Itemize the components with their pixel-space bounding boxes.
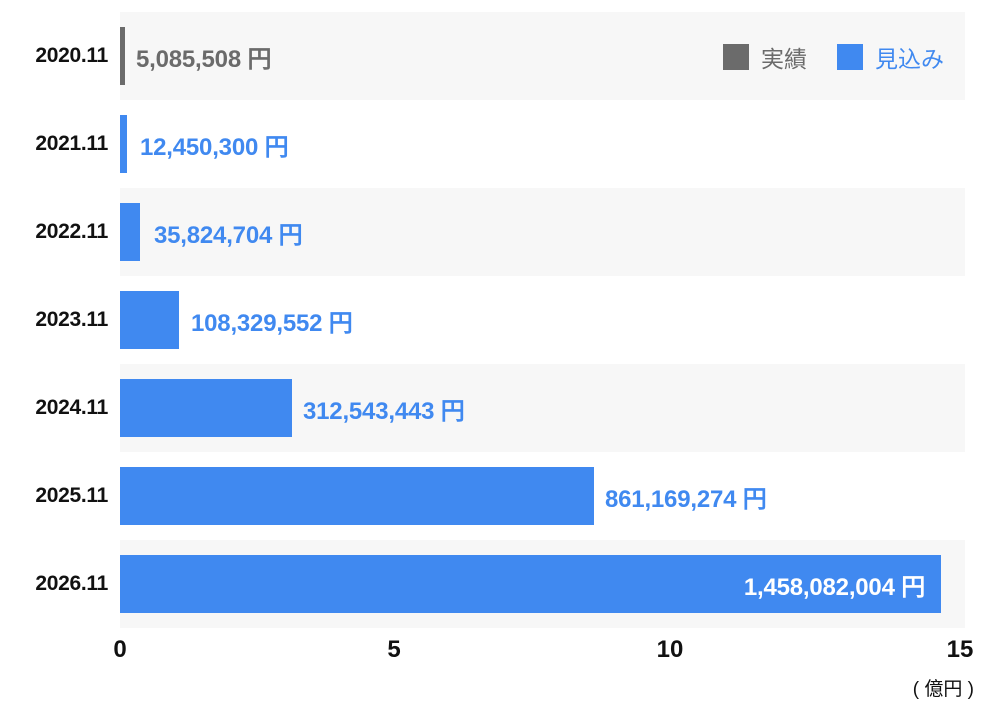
x-axis: 0 5 10 15 ( 億円 ) (0, 630, 1000, 707)
category-label: 2025.11 (35, 484, 108, 507)
bar-forecast[interactable] (120, 203, 140, 261)
plot-area: 実績 見込み 2020.11 5,085,508 円 2021.11 12,45… (0, 12, 1000, 628)
bar-actual[interactable] (120, 27, 125, 85)
row-band (120, 188, 965, 276)
legend-item-actual[interactable]: 実績 (723, 40, 807, 74)
bar-forecast[interactable] (120, 291, 179, 349)
row-band (120, 12, 965, 100)
category-label: 2022.11 (35, 220, 108, 243)
category-label: 2026.11 (35, 572, 108, 595)
category-label: 2024.11 (35, 396, 108, 419)
legend-label-forecast: 見込み (875, 46, 944, 72)
bar-forecast[interactable] (120, 379, 292, 437)
bar-container (120, 540, 941, 628)
x-tick-10: 10 (656, 636, 684, 663)
bar-forecast[interactable] (120, 467, 594, 525)
bar-forecast[interactable] (120, 555, 941, 613)
bar-container (120, 276, 179, 364)
legend-label-actual: 実績 (761, 46, 807, 72)
chart-row: 2023.11 108,329,552 円 (0, 276, 1000, 364)
bar-container (120, 12, 125, 100)
legend-item-forecast[interactable]: 見込み (837, 40, 944, 74)
legend-swatch-forecast (837, 44, 863, 70)
category-label: 2021.11 (35, 132, 108, 155)
bar-container (120, 188, 140, 276)
chart-legend: 実績 見込み (723, 40, 944, 74)
bar-container (120, 452, 594, 540)
x-axis-unit-label: ( 億円 ) (912, 679, 974, 700)
bar-container (120, 364, 292, 452)
category-label: 2020.11 (35, 44, 108, 67)
x-tick-15: 15 (946, 636, 974, 663)
bar-value-label: 12,450,300 円 (140, 133, 289, 161)
bar-forecast[interactable] (120, 115, 127, 173)
chart-row: 2021.11 12,450,300 円 (0, 100, 1000, 188)
category-label: 2023.11 (35, 308, 108, 331)
legend-swatch-actual (723, 44, 749, 70)
chart-row: 2024.11 312,543,443 円 (0, 364, 1000, 452)
bar-container (120, 100, 127, 188)
bar-value-label: 5,085,508 円 (136, 45, 272, 73)
chart-row: 2020.11 5,085,508 円 (0, 12, 1000, 100)
chart-row: 2022.11 35,824,704 円 (0, 188, 1000, 276)
bar-value-label: 861,169,274 円 (605, 485, 767, 513)
bar-value-label: 1,458,082,004 円 (743, 573, 925, 601)
x-tick-0: 0 (113, 636, 127, 663)
chart-row: 2025.11 861,169,274 円 (0, 452, 1000, 540)
bar-value-label: 312,543,443 円 (303, 397, 465, 425)
bar-value-label: 108,329,552 円 (191, 309, 353, 337)
chart-row: 2026.11 1,458,082,004 円 (0, 540, 1000, 628)
x-tick-5: 5 (387, 636, 401, 663)
bar-value-label: 35,824,704 円 (154, 221, 303, 249)
